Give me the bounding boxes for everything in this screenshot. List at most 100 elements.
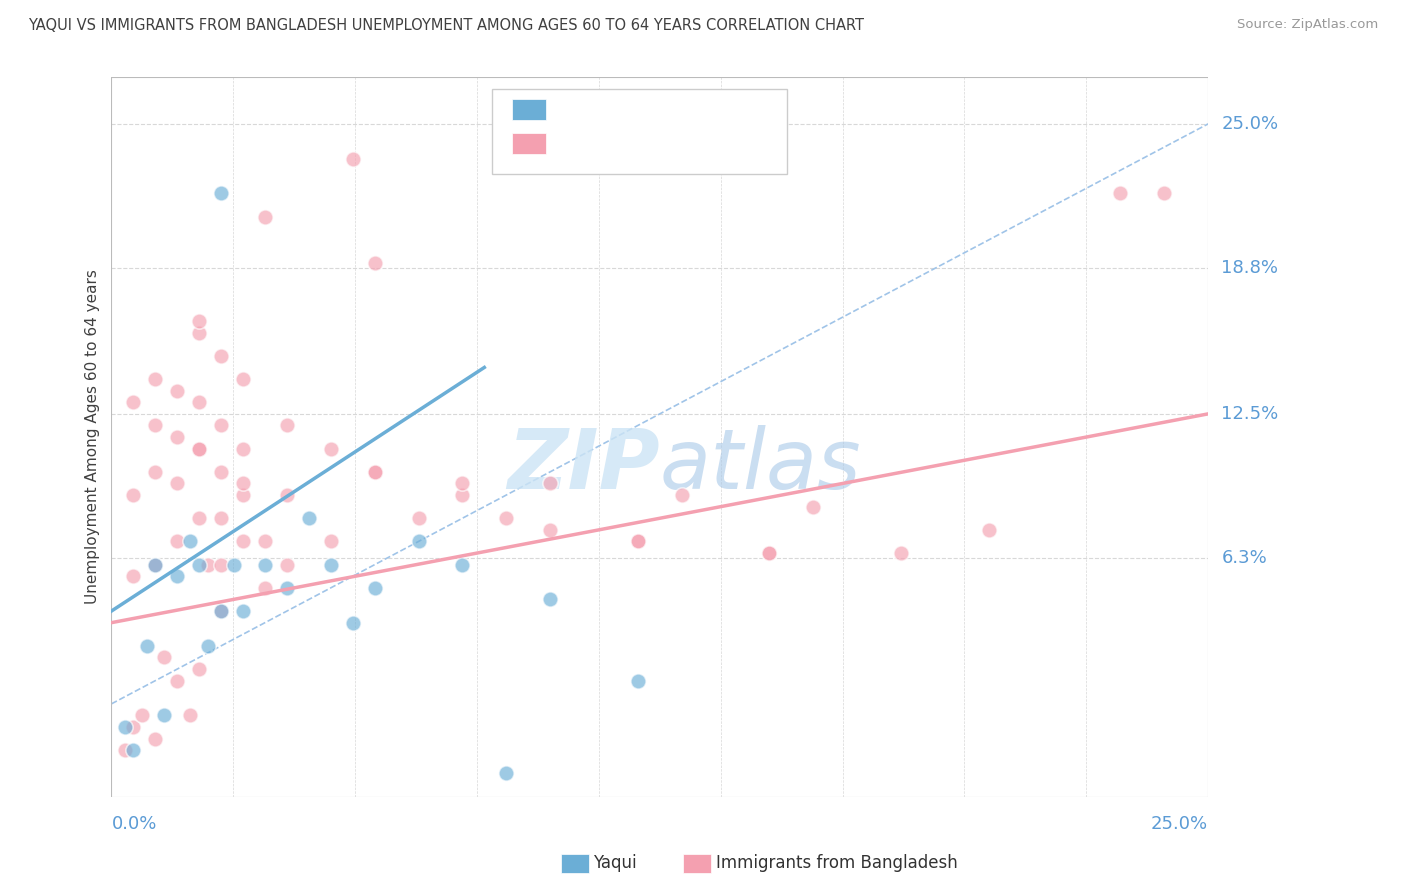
Point (451, 558, 474, 572)
Text: R = 0.273: R = 0.273 (553, 134, 636, 152)
Text: 12.5%: 12.5% (1222, 405, 1278, 423)
Point (143, 465, 166, 479)
Point (276, 558, 298, 572)
Point (209, 604, 232, 618)
Point (188, 395, 211, 409)
Point (188, 558, 211, 572)
Point (538, 592, 561, 607)
Point (671, 488, 693, 502)
Point (276, 418, 298, 433)
Point (122, 569, 145, 583)
Text: atlas: atlas (659, 425, 862, 507)
Point (363, 581, 385, 595)
Point (114, 720, 136, 734)
Text: 18.8%: 18.8% (1222, 259, 1278, 277)
Point (977, 523, 1000, 537)
Point (627, 534, 650, 549)
Point (122, 743, 145, 757)
Point (758, 546, 780, 560)
Text: N = 24: N = 24 (668, 100, 725, 118)
Point (114, 743, 136, 757)
Point (153, 650, 176, 665)
Text: 0.0%: 0.0% (111, 815, 157, 833)
Point (232, 604, 254, 618)
Point (197, 558, 219, 572)
Point (1109, 186, 1132, 201)
Point (188, 326, 211, 340)
Point (538, 476, 561, 491)
Point (232, 476, 254, 491)
Text: R = 0.230: R = 0.230 (553, 100, 636, 118)
Point (495, 511, 517, 525)
Point (188, 442, 211, 456)
Point (131, 708, 153, 723)
Point (363, 465, 385, 479)
Point (143, 372, 166, 386)
Y-axis label: Unemployment Among Ages 60 to 64 years: Unemployment Among Ages 60 to 64 years (86, 269, 100, 605)
Point (276, 488, 298, 502)
Point (319, 558, 342, 572)
Point (209, 349, 232, 363)
Point (801, 500, 824, 514)
Point (363, 465, 385, 479)
Point (188, 314, 211, 328)
Point (122, 488, 145, 502)
Point (627, 673, 650, 688)
Point (143, 731, 166, 746)
Point (209, 511, 232, 525)
Point (342, 152, 364, 166)
Point (188, 662, 211, 676)
Point (209, 465, 232, 479)
Point (179, 534, 201, 549)
Point (153, 708, 176, 723)
Point (209, 186, 232, 201)
Text: ZIP: ZIP (508, 425, 659, 507)
Point (253, 534, 276, 549)
Point (253, 581, 276, 595)
Point (758, 546, 780, 560)
Point (224, 558, 246, 572)
Point (298, 511, 321, 525)
Point (197, 639, 219, 653)
Point (495, 766, 517, 780)
Point (1153, 186, 1175, 201)
Point (179, 708, 201, 723)
Point (253, 210, 276, 224)
Point (122, 720, 145, 734)
Point (166, 384, 188, 398)
Point (232, 534, 254, 549)
Point (209, 558, 232, 572)
Point (166, 430, 188, 444)
Point (408, 511, 430, 525)
Point (232, 488, 254, 502)
Point (188, 442, 211, 456)
Point (232, 442, 254, 456)
Point (166, 476, 188, 491)
Point (232, 372, 254, 386)
Point (253, 558, 276, 572)
Point (135, 639, 157, 653)
Point (143, 558, 166, 572)
Text: Yaqui: Yaqui (593, 855, 637, 872)
Text: 25.0%: 25.0% (1152, 815, 1208, 833)
Text: YAQUI VS IMMIGRANTS FROM BANGLADESH UNEMPLOYMENT AMONG AGES 60 TO 64 YEARS CORRE: YAQUI VS IMMIGRANTS FROM BANGLADESH UNEM… (28, 18, 865, 33)
Text: Immigrants from Bangladesh: Immigrants from Bangladesh (716, 855, 957, 872)
Point (342, 615, 364, 630)
Point (166, 673, 188, 688)
Point (363, 256, 385, 270)
Point (166, 534, 188, 549)
Point (276, 581, 298, 595)
Point (408, 534, 430, 549)
Point (538, 523, 561, 537)
Point (209, 604, 232, 618)
Text: N = 65: N = 65 (668, 134, 725, 152)
Point (319, 442, 342, 456)
Point (627, 534, 650, 549)
Point (890, 546, 912, 560)
Point (122, 395, 145, 409)
Point (319, 534, 342, 549)
Text: Source: ZipAtlas.com: Source: ZipAtlas.com (1237, 18, 1378, 31)
Point (143, 418, 166, 433)
Point (209, 418, 232, 433)
Point (451, 488, 474, 502)
